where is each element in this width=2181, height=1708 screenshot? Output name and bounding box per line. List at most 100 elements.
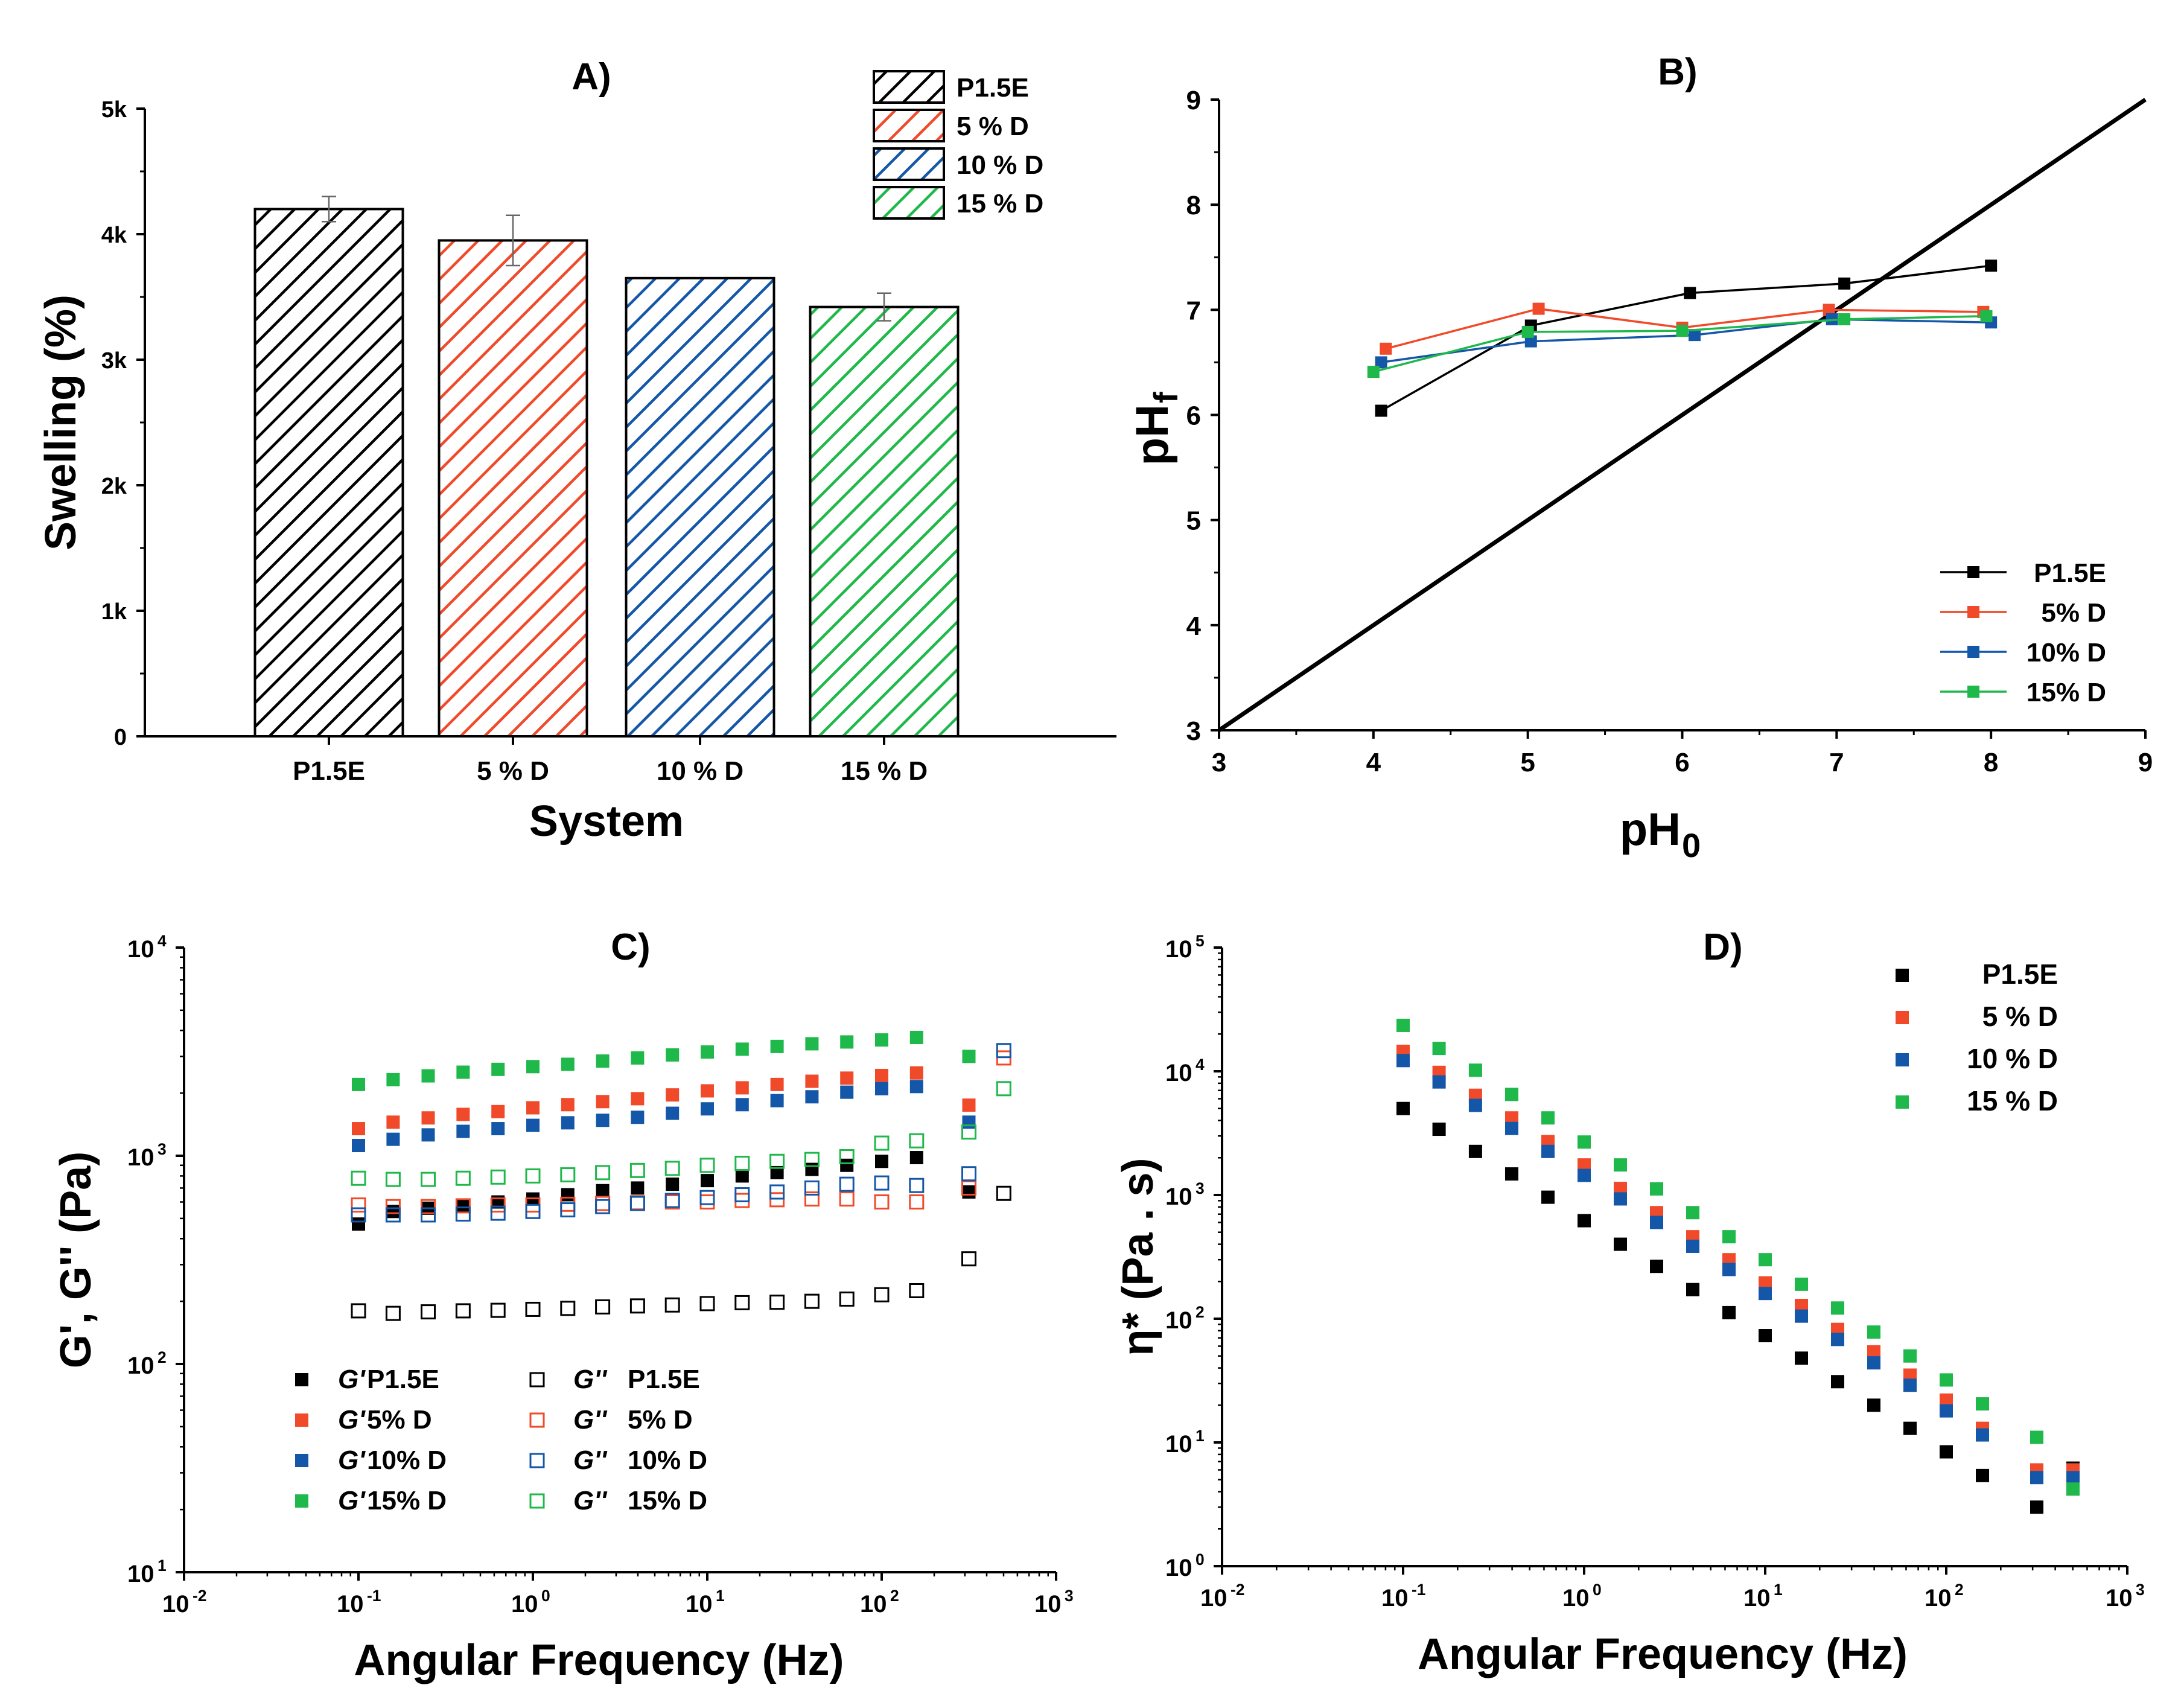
c-legend-label-2: 10% D xyxy=(367,1445,447,1475)
d-legend-marker-3 xyxy=(1896,1095,1909,1109)
c-point-7-3 xyxy=(455,1170,471,1186)
c-point-0-12 xyxy=(770,1165,784,1179)
c-point-3-10 xyxy=(701,1045,714,1059)
panel-d-viscosity-chart: 10 -2 10 -1 10 0 10 1 10 2 10 310 010 110 210 310 410 5 D)… xyxy=(1114,926,2145,1678)
b-x-tick-label-4: 7 xyxy=(1829,748,1844,777)
a-legend-label-1: 5 % D xyxy=(957,112,1029,141)
c-point-4-2 xyxy=(421,1304,436,1320)
c-point-5-4 xyxy=(490,1197,506,1213)
c-point-4-15 xyxy=(874,1287,890,1302)
b-y-tick-label-3: 6 xyxy=(1186,401,1201,431)
c-point-7-4 xyxy=(490,1169,506,1185)
c-point-4-8 xyxy=(629,1298,645,1314)
a-legend: P1.5E 5 % D 10 % D 15 % D xyxy=(873,70,1043,220)
d-legend-label-1: 5 % D xyxy=(1982,1001,2058,1032)
c-point-4-5 xyxy=(525,1301,541,1317)
d-x-tick-label-1: 10 -1 xyxy=(1381,1581,1425,1611)
c-point-7-11 xyxy=(734,1155,750,1171)
c-point-1-8 xyxy=(631,1092,645,1106)
c-legend-prefix-4: G'' xyxy=(573,1365,608,1394)
d-point-3-4 xyxy=(1541,1111,1555,1125)
a-bar-1 xyxy=(438,239,588,738)
c-point-2-6 xyxy=(561,1116,575,1130)
c-point-0-8 xyxy=(631,1181,645,1195)
c-point-7-13 xyxy=(804,1152,820,1167)
c-x-tick-label-1: 10 -1 xyxy=(337,1587,381,1617)
d-point-0-15 xyxy=(1940,1445,1953,1459)
c-point-5-12 xyxy=(769,1192,785,1208)
d-point-0-0 xyxy=(1396,1101,1410,1115)
d-point-0-11 xyxy=(1795,1351,1809,1365)
d-point-1-11 xyxy=(1795,1299,1809,1313)
d-point-3-17 xyxy=(2030,1430,2043,1444)
d-y-tick-label-3: 10 3 xyxy=(1165,1179,1205,1210)
b-legend-marker-1 xyxy=(1967,606,1979,618)
c-point-3-17 xyxy=(962,1050,976,1063)
c-point-2-5 xyxy=(526,1118,540,1132)
d-x-tick-label-4-base: 10 xyxy=(1925,1585,1952,1611)
a-bar-0 xyxy=(253,208,404,738)
d-point-2-9 xyxy=(1722,1263,1736,1276)
c-point-2-4 xyxy=(491,1122,505,1136)
c-point-7-14 xyxy=(839,1149,855,1165)
b-reference-line xyxy=(1218,98,2147,732)
c-point-2-9 xyxy=(666,1106,680,1120)
c-point-2-2 xyxy=(421,1128,435,1142)
c-point-5-1 xyxy=(385,1199,401,1214)
c-point-5-2 xyxy=(421,1199,436,1214)
b-legend-marker-0 xyxy=(1967,566,1979,578)
d-point-2-6 xyxy=(1614,1192,1628,1206)
c-legend-label-5: 5% D xyxy=(628,1405,693,1435)
d-point-1-14 xyxy=(1903,1368,1917,1382)
d-x-tick-label-0-exp: -2 xyxy=(1231,1581,1244,1599)
b-legend: P1.5E 5% D 10% D 15% D xyxy=(1940,558,2106,707)
b-point-0-4 xyxy=(1985,260,1998,272)
c-point-4-12 xyxy=(769,1295,785,1310)
d-point-2-18 xyxy=(2066,1471,2080,1485)
d-point-2-17 xyxy=(2030,1471,2043,1485)
a-legend-swatch-2 xyxy=(873,147,945,181)
c-x-tick-label-1-base: 10 xyxy=(337,1591,364,1617)
b-legend-label-3: 15% D xyxy=(2027,678,2106,707)
c-point-1-16 xyxy=(909,1066,923,1080)
d-point-0-7 xyxy=(1650,1260,1664,1273)
c-x-tick-label-2-exp: 0 xyxy=(541,1587,550,1605)
d-point-0-10 xyxy=(1759,1329,1772,1343)
a-y-tick-label-5: 5k xyxy=(101,97,127,123)
c-legend-label-3: 15% D xyxy=(367,1486,447,1515)
d-point-2-4 xyxy=(1541,1144,1555,1158)
d-point-0-12 xyxy=(1831,1375,1845,1389)
c-point-6-1 xyxy=(385,1207,401,1223)
c-point-2-16 xyxy=(909,1080,923,1094)
c-legend-prefix-5: G'' xyxy=(573,1405,608,1435)
c-x-axis-label: Angular Frequency (Hz) xyxy=(354,1636,844,1684)
d-legend: P1.5E 5 % D 10 % D 15 % D xyxy=(1896,958,2058,1117)
d-y-tick-label-4-exp: 4 xyxy=(1196,1056,1205,1074)
c-legend-label-0: P1.5E xyxy=(367,1365,439,1394)
c-y-axis-label: G', G'' (Pa) xyxy=(52,1152,100,1368)
d-point-3-16 xyxy=(1976,1397,1990,1411)
b-y-axis-label: pH xyxy=(1127,404,1178,465)
c-y-tick-label-3-base: 10 xyxy=(127,936,154,963)
c-point-2-12 xyxy=(770,1094,784,1107)
c-point-1-4 xyxy=(491,1104,505,1118)
b-y-tick-label-0: 3 xyxy=(1186,716,1201,746)
a-bar-3 xyxy=(809,305,960,738)
a-error-bar-1 xyxy=(506,214,520,267)
c-point-5-14 xyxy=(839,1191,855,1207)
c-point-4-17 xyxy=(961,1251,976,1267)
c-point-7-9 xyxy=(664,1161,680,1176)
c-point-3-5 xyxy=(526,1060,540,1074)
c-point-0-15 xyxy=(875,1155,888,1168)
b-legend-marker-2 xyxy=(1967,646,1979,658)
c-point-7-17 xyxy=(961,1124,976,1140)
c-point-0-14 xyxy=(840,1158,854,1172)
d-point-2-12 xyxy=(1831,1333,1845,1346)
d-point-0-8 xyxy=(1686,1283,1699,1296)
a-legend-label-3: 15 % D xyxy=(957,189,1043,218)
d-point-2-5 xyxy=(1578,1168,1591,1182)
c-point-5-16 xyxy=(909,1194,925,1210)
c-point-3-15 xyxy=(875,1033,888,1047)
c-y-tick-label-3-exp: 4 xyxy=(158,932,167,950)
